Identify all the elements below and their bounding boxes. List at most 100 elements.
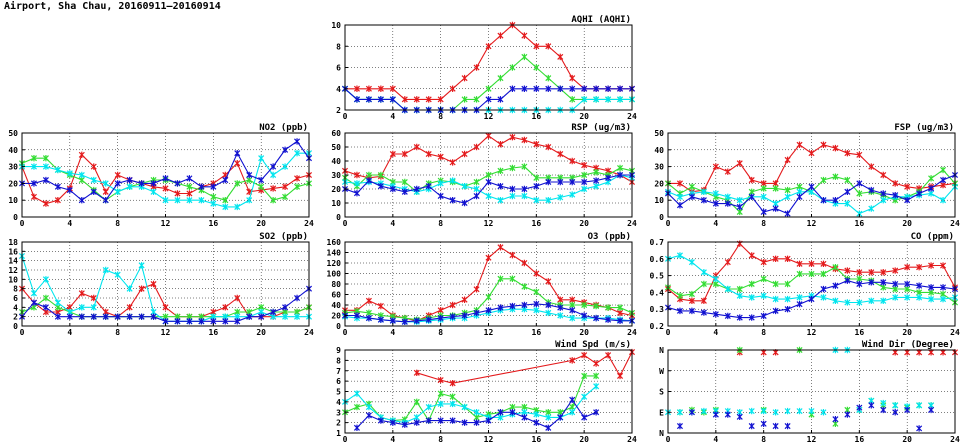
data-point <box>521 301 528 309</box>
data-point <box>545 309 552 317</box>
data-point <box>461 419 468 426</box>
data-point <box>174 197 181 204</box>
data-point <box>880 197 887 204</box>
data-point <box>880 297 887 304</box>
y-tick-label: 6 <box>336 377 341 386</box>
data-point <box>497 409 504 416</box>
data-point <box>78 304 85 311</box>
data-point <box>294 313 301 320</box>
data-point <box>258 313 265 320</box>
data-point <box>736 413 743 421</box>
data-point <box>509 134 516 141</box>
data-point <box>234 149 241 157</box>
data-point <box>868 279 875 286</box>
data-point <box>497 304 504 311</box>
x-tick-label: 8 <box>438 219 443 228</box>
y-tick-label: 20 <box>654 179 664 188</box>
data-point <box>784 295 791 303</box>
data-point <box>557 312 564 319</box>
data-point <box>940 284 947 291</box>
data-point <box>581 171 588 179</box>
data-point <box>138 180 145 187</box>
data-point <box>90 294 97 302</box>
y-tick-label: 10 <box>331 199 341 208</box>
no2-title: NO2 (ppb) <box>259 123 308 133</box>
data-point <box>138 262 145 269</box>
data-point <box>282 193 289 201</box>
data-point <box>365 314 372 322</box>
data-point <box>617 304 624 311</box>
data-point <box>892 180 899 187</box>
y-tick-label: W <box>659 367 664 376</box>
data-point <box>593 85 600 92</box>
data-point <box>234 180 241 187</box>
data-point <box>724 258 731 266</box>
data-point <box>581 414 588 421</box>
data-point <box>365 96 372 103</box>
data-point <box>533 288 540 296</box>
data-point <box>892 280 899 288</box>
data-point <box>282 313 289 320</box>
data-point <box>497 167 504 174</box>
data-point <box>425 417 432 424</box>
y-tick-label: 160 <box>327 238 342 247</box>
data-point <box>712 163 719 170</box>
data-point <box>114 171 121 179</box>
data-point <box>904 406 911 414</box>
y-tick-label: 4 <box>336 85 341 94</box>
x-tick-label: 16 <box>209 328 219 337</box>
data-point <box>832 264 839 271</box>
y-tick-label: 140 <box>327 249 342 258</box>
y-tick-label: 8 <box>336 356 341 365</box>
data-point <box>222 203 229 211</box>
data-point <box>473 96 480 103</box>
data-point <box>557 150 564 158</box>
data-point <box>820 176 827 184</box>
data-point <box>844 149 851 157</box>
data-point <box>856 404 863 411</box>
data-point <box>880 269 887 276</box>
data-point <box>473 286 480 293</box>
data-point <box>545 74 552 82</box>
data-point <box>760 420 767 427</box>
y-tick-label: 2 <box>13 313 18 322</box>
data-point <box>437 96 444 103</box>
data-point <box>856 190 863 197</box>
data-point <box>30 163 37 170</box>
data-point <box>772 280 779 288</box>
data-point <box>102 313 109 320</box>
y-tick-label: 7 <box>336 367 341 376</box>
data-point <box>282 183 289 190</box>
data-point <box>90 176 97 184</box>
y-tick-label: 2 <box>336 419 341 428</box>
x-tick-label: 4 <box>713 328 718 337</box>
x-tick-label: 20 <box>579 328 589 337</box>
data-point <box>832 297 839 304</box>
data-point <box>557 414 564 421</box>
wdir-series-cyan <box>664 346 935 416</box>
data-point <box>389 317 396 324</box>
x-tick-label: 8 <box>438 328 443 337</box>
data-point <box>497 197 504 204</box>
data-point <box>150 280 157 288</box>
series-line <box>416 351 633 384</box>
data-point <box>688 183 695 190</box>
data-point <box>150 188 157 195</box>
x-tick-label: 12 <box>484 328 494 337</box>
x-tick-label: 12 <box>161 219 171 228</box>
wdir-panel: 0 4 8 12 16 20 24 N E S W N Wind Dir (Degree) <box>659 339 960 444</box>
data-point <box>294 183 301 190</box>
data-point <box>473 409 480 416</box>
data-point <box>162 185 169 192</box>
data-point <box>557 178 564 186</box>
data-point <box>54 183 61 190</box>
y-tick-label: 10 <box>8 275 18 284</box>
data-point <box>736 292 743 299</box>
data-point <box>30 290 37 297</box>
data-point <box>820 270 827 278</box>
data-point <box>820 294 827 301</box>
data-point <box>688 258 695 266</box>
y-tick-label: 30 <box>331 171 341 180</box>
y-tick-label: 14 <box>8 257 18 266</box>
